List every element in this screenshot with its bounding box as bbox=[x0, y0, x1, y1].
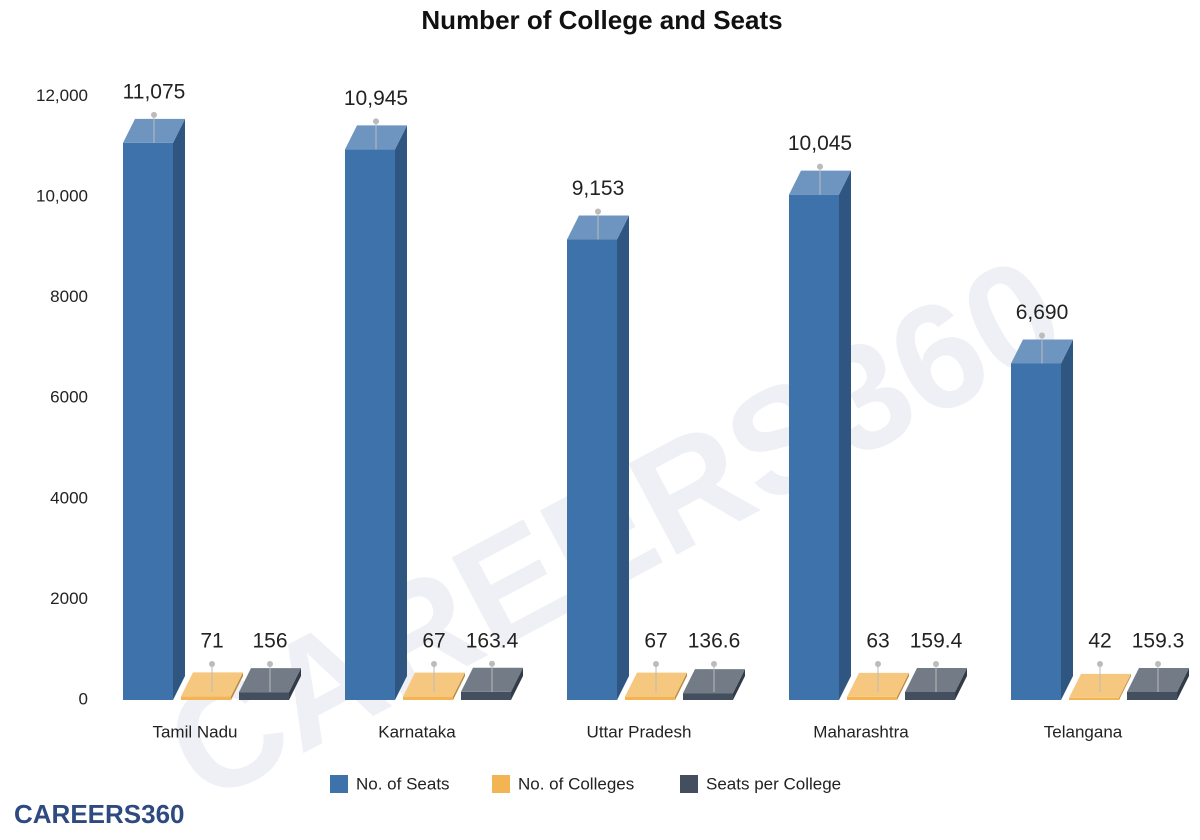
bar bbox=[905, 691, 955, 700]
x-tick-label: Uttar Pradesh bbox=[587, 722, 692, 741]
value-label: 156 bbox=[252, 630, 287, 653]
chart-title: Number of College and Seats bbox=[421, 5, 782, 35]
leader-dot bbox=[151, 111, 157, 118]
bar-side bbox=[733, 669, 745, 700]
bar bbox=[239, 692, 289, 700]
y-tick-label: 2000 bbox=[50, 589, 88, 608]
leader-dot bbox=[431, 661, 437, 667]
bar-side bbox=[231, 672, 243, 700]
value-label: 159.3 bbox=[1132, 630, 1185, 653]
bar-side bbox=[839, 170, 851, 700]
y-tick-label: 12,000 bbox=[36, 86, 88, 105]
y-tick-label: 8000 bbox=[50, 287, 88, 306]
bar-side bbox=[955, 667, 967, 700]
leader-dot bbox=[933, 660, 939, 667]
bar bbox=[567, 239, 617, 700]
legend-swatch bbox=[680, 775, 698, 793]
legend-label: No. of Seats bbox=[356, 774, 450, 793]
value-label: 42 bbox=[1088, 630, 1111, 653]
value-label: 11,075 bbox=[123, 80, 186, 103]
bar bbox=[1011, 363, 1061, 700]
value-label: 159.4 bbox=[910, 630, 963, 653]
bar-side bbox=[897, 672, 909, 700]
value-label: 136.6 bbox=[688, 630, 741, 653]
leader-dot bbox=[267, 661, 273, 667]
value-label: 67 bbox=[422, 630, 445, 653]
value-label: 63 bbox=[866, 630, 889, 653]
brand-logo: CAREERS360 bbox=[14, 799, 185, 829]
leader-dot bbox=[1039, 332, 1045, 339]
bar bbox=[403, 696, 453, 700]
bar bbox=[461, 691, 511, 700]
x-tick-label: Maharashtra bbox=[813, 722, 909, 741]
value-label: 67 bbox=[644, 630, 667, 653]
x-tick-label: Karnataka bbox=[378, 722, 456, 741]
bar bbox=[345, 149, 395, 700]
bar-side bbox=[395, 125, 407, 700]
leader-dot bbox=[373, 118, 379, 125]
x-tick-label: Tamil Nadu bbox=[152, 722, 237, 741]
legend-label: Seats per College bbox=[706, 774, 841, 793]
bar-side bbox=[675, 672, 687, 700]
leader-dot bbox=[489, 660, 495, 667]
leader-dot bbox=[209, 661, 215, 667]
y-tick-label: 0 bbox=[79, 689, 88, 708]
bar bbox=[123, 142, 173, 701]
bar bbox=[1069, 697, 1119, 700]
bar bbox=[847, 696, 897, 700]
leader-dot bbox=[875, 661, 881, 667]
legend-label: No. of Colleges bbox=[518, 774, 634, 793]
bar-side bbox=[511, 667, 523, 700]
value-label: 10,045 bbox=[788, 132, 852, 155]
leader-dot bbox=[711, 661, 717, 667]
y-tick-label: 10,000 bbox=[36, 186, 88, 205]
value-label: 163.4 bbox=[466, 629, 519, 652]
leader-dot bbox=[1155, 660, 1161, 667]
bar bbox=[683, 693, 733, 700]
value-label: 71 bbox=[200, 630, 223, 653]
bar-side bbox=[453, 672, 465, 700]
legend-swatch bbox=[330, 775, 348, 793]
y-tick-label: 6000 bbox=[50, 388, 88, 407]
bar bbox=[1127, 691, 1177, 700]
leader-dot bbox=[1097, 661, 1103, 667]
bar bbox=[789, 194, 839, 700]
leader-dot bbox=[817, 163, 823, 170]
bar-side bbox=[173, 118, 185, 701]
bar-side bbox=[289, 668, 301, 700]
bar-side bbox=[617, 215, 629, 700]
value-label: 10,945 bbox=[344, 87, 408, 110]
x-tick-label: Telangana bbox=[1044, 722, 1123, 741]
leader-dot bbox=[595, 208, 601, 215]
legend-swatch bbox=[492, 775, 510, 793]
bar-side bbox=[1177, 667, 1189, 700]
bar bbox=[625, 696, 675, 700]
value-label: 9,153 bbox=[572, 177, 625, 200]
bar bbox=[181, 696, 231, 700]
bar-side bbox=[1061, 339, 1073, 700]
y-tick-label: 4000 bbox=[50, 488, 88, 507]
leader-dot bbox=[653, 661, 659, 667]
bar-side bbox=[1119, 673, 1131, 700]
value-label: 6,690 bbox=[1016, 301, 1069, 324]
